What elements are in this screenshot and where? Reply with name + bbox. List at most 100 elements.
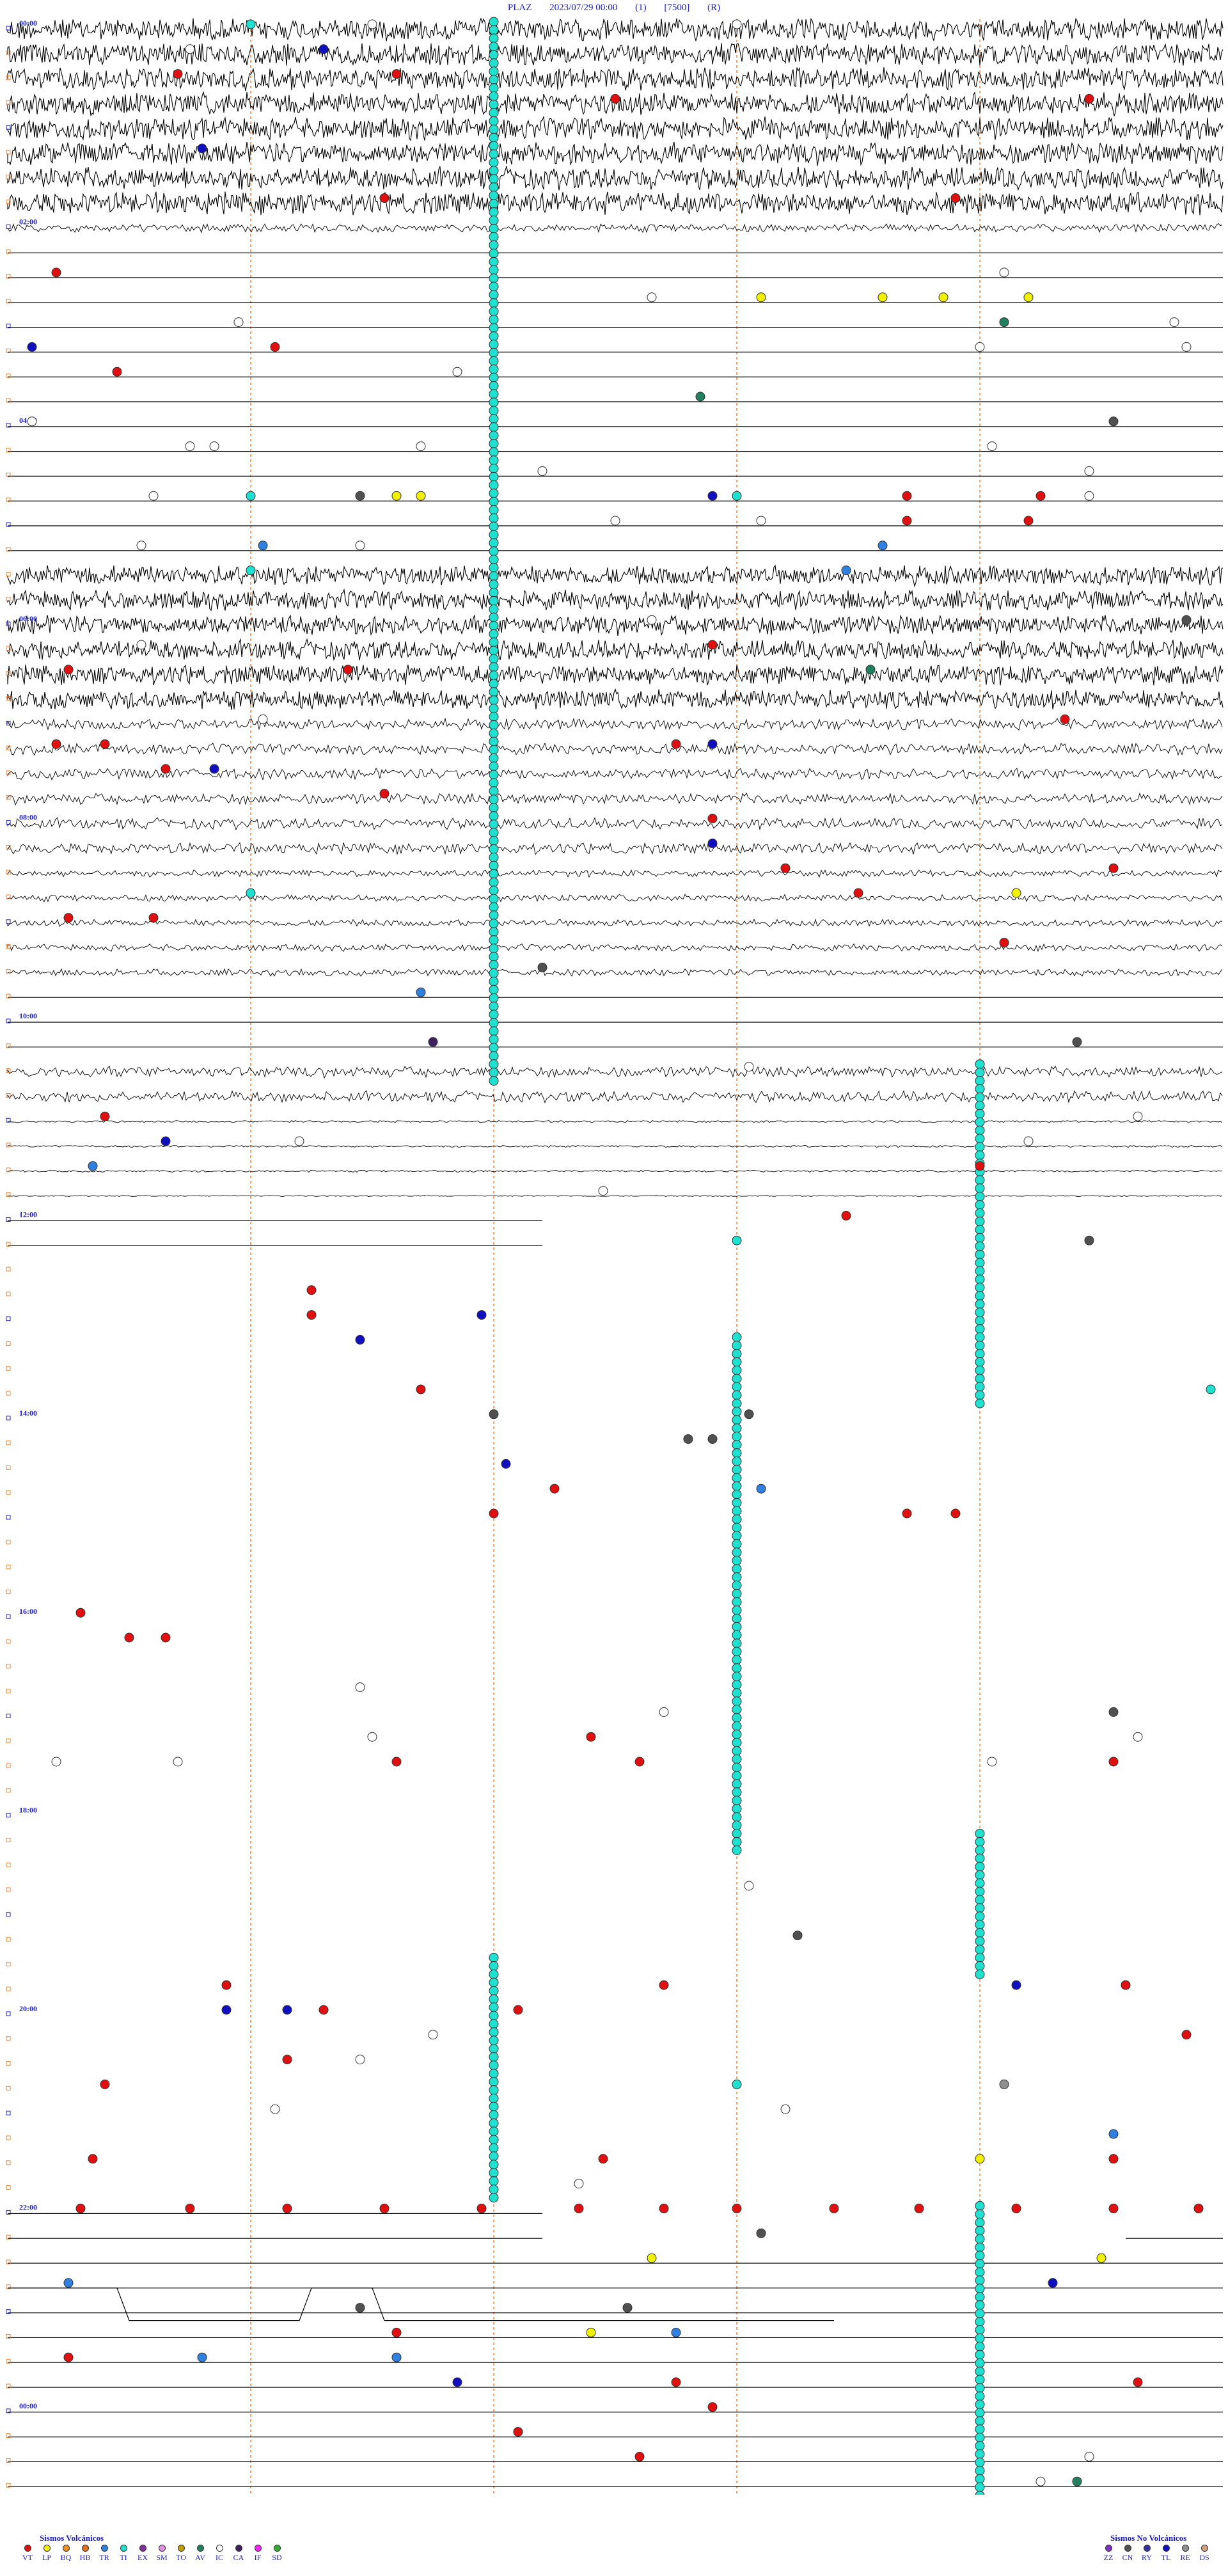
- legend-item-re: RE: [1176, 2545, 1195, 2563]
- tremor-marker: [975, 1961, 985, 1971]
- tremor-marker: [489, 2185, 499, 2195]
- tremor-marker: [975, 2234, 985, 2244]
- event-marker-vt: [853, 888, 863, 898]
- legend-code: HB: [79, 2553, 91, 2562]
- tremor-marker: [975, 2441, 985, 2451]
- trace-row: [6, 1565, 11, 1570]
- event-marker-vt: [319, 2005, 329, 2015]
- row-marker: [6, 1763, 11, 1768]
- event-marker-ic: [1084, 466, 1094, 476]
- legend-item-if: IF: [248, 2545, 267, 2563]
- tremor-marker: [489, 1986, 499, 1996]
- legend-item-to: TO: [171, 2545, 191, 2563]
- event-marker-vt: [610, 93, 620, 104]
- tremor-marker: [975, 1109, 985, 1119]
- time-label: 22:00: [19, 2202, 37, 2211]
- tremor-marker: [732, 1473, 742, 1483]
- event-marker-tr: [841, 565, 851, 576]
- event-marker-vt: [1108, 2154, 1119, 2164]
- tremor-marker: [975, 2416, 985, 2426]
- legend-dot: [1162, 2545, 1170, 2552]
- trace-row: [6, 842, 1223, 855]
- legend-code: RY: [1141, 2553, 1152, 2562]
- tremor-marker: [975, 1316, 985, 1326]
- tremor-marker: [975, 1100, 985, 1110]
- trace-row: [6, 1366, 11, 1371]
- event-marker-tl: [197, 143, 207, 154]
- event-marker-cn: [756, 2228, 766, 2238]
- tremor-marker: [975, 2399, 985, 2410]
- event-marker-vt: [950, 193, 961, 203]
- event-marker-vt: [100, 2079, 110, 2089]
- tremor-marker: [489, 447, 499, 457]
- legend-code: VT: [22, 2553, 33, 2562]
- event-marker-vt: [476, 2203, 487, 2213]
- event-marker-ic: [732, 19, 742, 29]
- tremor-marker: [975, 1895, 985, 1905]
- tremor-marker: [489, 141, 499, 151]
- row-marker: [6, 1912, 11, 1917]
- event-marker-tr: [258, 541, 268, 551]
- tremor-marker: [975, 1150, 985, 1160]
- trace-row: [6, 2160, 11, 2165]
- row-marker: [6, 2234, 11, 2240]
- trace-row: [6, 2011, 11, 2016]
- legend-code: CN: [1122, 2553, 1133, 2562]
- tremor-marker: [732, 1514, 742, 1524]
- tremor-marker: [489, 968, 499, 978]
- tremor-marker: [489, 174, 499, 184]
- trace-row: [6, 274, 1223, 279]
- tremor-marker: [489, 315, 499, 325]
- trace-row: [6, 2036, 11, 2041]
- tremor-marker: [975, 1952, 985, 1963]
- legend-item-ti: TI: [114, 2545, 133, 2563]
- tremor-marker: [489, 984, 499, 995]
- tremor-marker: [489, 604, 499, 614]
- event-marker-vt: [634, 2451, 645, 2461]
- tremor-marker: [975, 1373, 985, 1384]
- event-marker-vt: [379, 2203, 390, 2213]
- tremor-marker: [732, 1622, 742, 1632]
- event-marker-vt: [489, 1508, 499, 1519]
- trace-row: [6, 1090, 1223, 1104]
- event-marker-ic: [452, 367, 462, 377]
- event-marker-vt: [173, 69, 183, 79]
- legend-code: EX: [138, 2553, 148, 2562]
- event-marker-vt: [161, 764, 171, 774]
- station-code: PLAZ: [507, 3, 532, 13]
- legend-code: RE: [1180, 2553, 1190, 2562]
- row-marker: [6, 1986, 11, 1991]
- row-marker: [6, 1813, 11, 1818]
- legend-item-zz: ZZ: [1099, 2545, 1118, 2563]
- tremor-marker: [489, 679, 499, 689]
- trace-row: [6, 742, 1223, 756]
- tremor-marker: [732, 1663, 742, 1673]
- event-marker-vt: [161, 1632, 171, 1643]
- trace-row: [6, 348, 1223, 353]
- time-label: 00:00: [19, 2401, 37, 2410]
- tremor-marker: [489, 753, 499, 763]
- trace-row: [6, 522, 1223, 527]
- row-marker: [6, 993, 11, 999]
- tremor-marker: [975, 1365, 985, 1375]
- trace-row: [6, 1465, 11, 1470]
- legend-item-sd: SD: [267, 2545, 287, 2563]
- event-marker-lp: [647, 2253, 657, 2263]
- row-marker: [6, 621, 11, 626]
- row-marker: [6, 1366, 11, 1371]
- legend-dot: [62, 2545, 70, 2552]
- row-marker: [6, 869, 11, 874]
- event-marker-vt: [659, 2203, 669, 2213]
- event-marker-ic: [598, 1186, 608, 1196]
- tremor-marker: [975, 1183, 985, 1194]
- event-marker-vt: [282, 2203, 292, 2213]
- trace-row: [6, 373, 1223, 378]
- event-marker-lp: [1011, 888, 1021, 898]
- row-marker: [6, 1391, 11, 1396]
- event-marker-vt: [902, 1508, 912, 1519]
- tremor-marker: [489, 844, 499, 854]
- row-marker: [6, 745, 11, 750]
- trace-row: [6, 191, 1224, 216]
- tremor-marker: [489, 389, 499, 399]
- tremor-marker: [975, 1125, 985, 1135]
